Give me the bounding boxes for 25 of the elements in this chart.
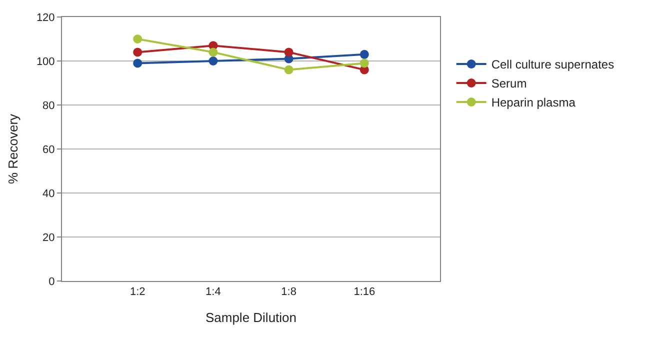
x-tick-label: 1:16 [354,286,376,298]
point [133,48,142,57]
y-tick-label: 40 [42,188,55,200]
y-tick-label: 60 [42,144,55,156]
point [284,65,294,74]
y-tick-label: 100 [36,56,55,68]
x-tick-label: 1:4 [206,286,221,298]
y-tick-label: 80 [42,100,55,112]
point [208,56,218,66]
x-tick-label: 1:2 [130,286,146,298]
x-tick-label: 1:8 [281,286,296,298]
point [360,58,369,68]
y-tick-label: 0 [48,276,55,288]
y-tick-label: 120 [36,12,55,24]
legend-label: Serum [491,76,527,91]
legend-label: Heparin plasma [491,96,576,110]
point [284,48,294,57]
point [133,34,142,44]
point [133,58,142,68]
point [208,48,218,57]
y-tick-label: 20 [42,232,55,244]
legend-label: Cell culture supernates [491,58,614,72]
x-axis-title: Sample Dilution [205,310,297,325]
y-axis-title: % Recovery [5,113,20,184]
point [360,50,369,59]
